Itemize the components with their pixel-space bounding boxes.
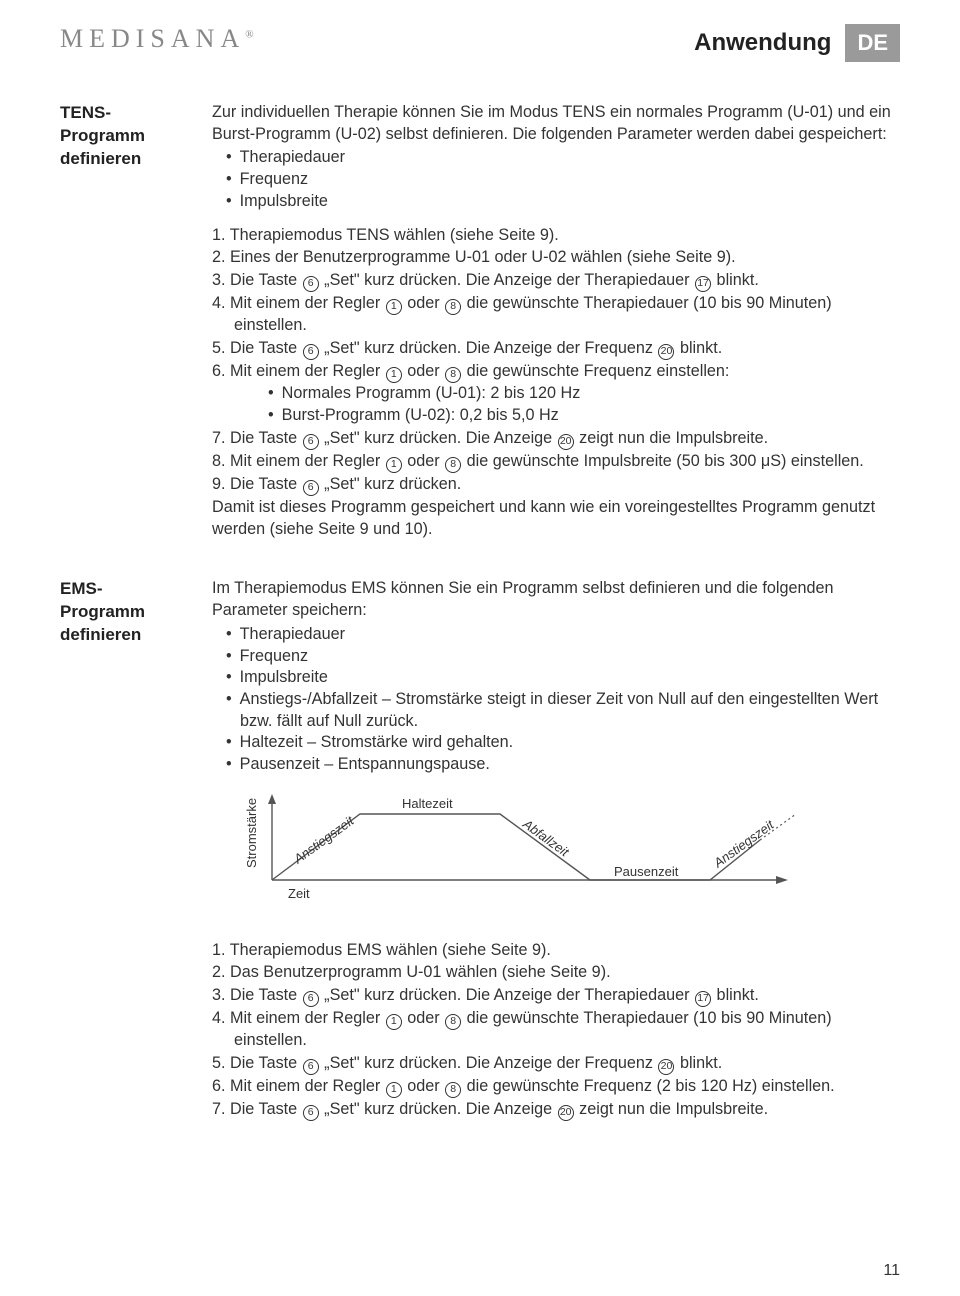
tens-param-list: Therapiedauer Frequenz Impulsbreite [212,147,900,212]
ref-icon: 1 [386,299,402,315]
ref-icon: 20 [658,344,674,360]
ref-icon: 6 [303,480,319,496]
list-item: Frequenz [212,169,900,191]
diagram-x-label: Zeit [288,886,310,901]
tens-steps: 1. Therapiemodus TENS wählen (siehe Seit… [212,225,900,497]
diagram-pause-label: Pausenzeit [614,864,679,879]
step-item: 9. Die Taste 6 „Set" kurz drücken. [212,474,900,496]
ref-icon: 6 [303,344,319,360]
list-item: Frequenz [212,646,900,668]
ems-steps: 1. Therapiemodus EMS wählen (siehe Seite… [212,940,900,1121]
ref-icon: 8 [445,1014,461,1030]
step-item: 4. Mit einem der Regler 1 oder 8 die gew… [212,293,900,337]
diagram-y-label: Stromstärke [244,798,259,868]
ref-icon: 6 [303,434,319,450]
ref-icon: 8 [445,367,461,383]
header-right: Anwendung DE [694,24,900,62]
diagram-anstieg2-label: Anstiegszeit [710,816,777,871]
ref-icon: 1 [386,457,402,473]
list-item: Therapiedauer [212,147,900,169]
ref-icon: 6 [303,1059,319,1075]
step-item: 1. Therapiemodus TENS wählen (siehe Seit… [212,225,900,247]
ref-icon: 1 [386,1082,402,1098]
ref-icon: 8 [445,299,461,315]
ref-icon: 17 [695,991,711,1007]
ems-param-list: Therapiedauer Frequenz Impulsbreite Anst… [212,624,900,776]
list-item: Pausenzeit – Entspannungspause. [212,754,900,776]
list-item: Impulsbreite [212,667,900,689]
step-item: 7. Die Taste 6 „Set" kurz drücken. Die A… [212,1099,900,1121]
list-item: Therapiedauer [212,624,900,646]
ems-section-label: EMS- Programm definieren [60,578,188,1121]
page-title: Anwendung [694,29,831,57]
ref-icon: 20 [558,434,574,450]
step-item: 7. Die Taste 6 „Set" kurz drücken. Die A… [212,428,900,450]
ems-intro: Im Therapiemodus EMS können Sie ein Prog… [212,578,900,621]
step-item: 2. Das Benutzerprogramm U-01 wählen (sie… [212,962,900,984]
list-item: Haltezeit – Stromstärke wird gehalten. [212,732,900,754]
ems-timing-diagram: Stromstärke Zeit Anstiegszeit Haltezeit … [240,790,900,910]
tens-outro: Damit ist dieses Programm gespeichert un… [212,497,900,540]
ref-icon: 1 [386,1014,402,1030]
ems-section-body: Im Therapiemodus EMS können Sie ein Prog… [212,578,900,1121]
step-sublist: Normales Programm (U-01): 2 bis 120 Hz B… [234,383,900,427]
ref-icon: 6 [303,991,319,1007]
ref-icon: 6 [303,276,319,292]
diagram-halte-label: Haltezeit [402,796,453,811]
tens-section-body: Zur individuellen Therapie können Sie im… [212,102,900,542]
step-item: 1. Therapiemodus EMS wählen (siehe Seite… [212,940,900,962]
list-item: Anstiegs-/Abfallzeit – Stromstärke steig… [212,689,900,732]
ref-icon: 17 [695,276,711,292]
list-item: Normales Programm (U-01): 2 bis 120 Hz [256,383,900,405]
step-item: 5. Die Taste 6 „Set" kurz drücken. Die A… [212,1053,900,1075]
ref-icon: 6 [303,1105,319,1121]
brand-logo: MEDISANA® [60,24,254,54]
step-item: 6. Mit einem der Regler 1 oder 8 die gew… [212,361,900,427]
step-item: 6. Mit einem der Regler 1 oder 8 die gew… [212,1076,900,1098]
step-item: 2. Eines der Benutzerprogramme U-01 oder… [212,247,900,269]
step-item: 5. Die Taste 6 „Set" kurz drücken. Die A… [212,338,900,360]
step-item: 4. Mit einem der Regler 1 oder 8 die gew… [212,1008,900,1052]
ref-icon: 8 [445,1082,461,1098]
language-badge: DE [845,24,900,62]
page-header: MEDISANA® Anwendung DE [60,24,900,62]
tens-section: TENS- Programm definieren Zur individuel… [60,102,900,542]
step-item: 3. Die Taste 6 „Set" kurz drücken. Die A… [212,270,900,292]
diagram-anstieg-label: Anstiegszeit [290,812,357,867]
step-item: 3. Die Taste 6 „Set" kurz drücken. Die A… [212,985,900,1007]
tens-intro: Zur individuellen Therapie können Sie im… [212,102,900,145]
ref-icon: 8 [445,457,461,473]
ref-icon: 20 [558,1105,574,1121]
diagram-abfall-label: Abfallzeit [519,815,572,860]
list-item: Burst-Programm (U-02): 0,2 bis 5,0 Hz [256,405,900,427]
ref-icon: 1 [386,367,402,383]
ref-icon: 20 [658,1059,674,1075]
list-item: Impulsbreite [212,191,900,213]
page-number: 11 [883,1262,900,1280]
tens-section-label: TENS- Programm definieren [60,102,188,542]
step-item: 8. Mit einem der Regler 1 oder 8 die gew… [212,451,900,473]
ems-section: EMS- Programm definieren Im Therapiemodu… [60,578,900,1121]
